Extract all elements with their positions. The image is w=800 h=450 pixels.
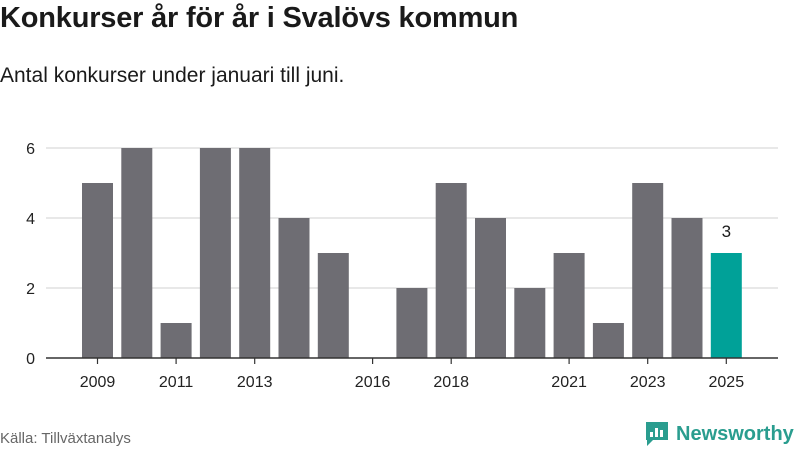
bar-2012 (199, 148, 231, 358)
x-tick-label: 2021 (551, 374, 587, 391)
bar-2024 (671, 218, 703, 358)
y-tick-label: 2 (26, 281, 35, 298)
source-note: Källa: Tillväxtanalys (0, 430, 131, 447)
y-tick-label: 6 (26, 141, 35, 158)
x-tick-label: 2013 (237, 374, 273, 391)
bar-2021 (553, 253, 585, 358)
y-tick-label: 0 (26, 351, 35, 368)
bar-2020 (514, 288, 546, 358)
x-tick-label: 2016 (355, 374, 391, 391)
bar-2018 (435, 183, 467, 358)
bar-2010 (121, 148, 153, 358)
bar-2019 (475, 218, 506, 358)
data-label: 3 (722, 222, 731, 241)
x-tick-label: 2009 (80, 374, 116, 391)
brand-name: Newsworthy (676, 422, 794, 445)
chart-subtitle: Antal konkurser under januari till juni. (0, 64, 345, 87)
bar-2017 (396, 288, 428, 358)
y-tick-label: 4 (26, 211, 35, 228)
newsworthy-logo-icon (646, 422, 668, 446)
x-tick-label: 2018 (433, 374, 469, 391)
bar-2025 (710, 253, 742, 358)
bar-2022 (592, 323, 624, 358)
bar-2009 (82, 183, 113, 358)
bar-2015 (317, 253, 349, 358)
bar-2023 (632, 183, 664, 358)
bar-chart: 0 2 4 6 2009 2011 2013 2016 2018 2021 2023 2025 3 (26, 141, 778, 391)
x-tick-label: 2025 (709, 374, 745, 391)
chart-title: Konkurser år för år i Svalövs kommun (0, 2, 519, 34)
bar-2013 (239, 148, 271, 358)
bar-2014 (278, 218, 310, 358)
x-tick-label: 2011 (159, 374, 194, 391)
bar-2011 (160, 323, 192, 358)
brand-logo: Newsworthy (644, 420, 794, 448)
x-tick-label: 2023 (630, 374, 666, 391)
